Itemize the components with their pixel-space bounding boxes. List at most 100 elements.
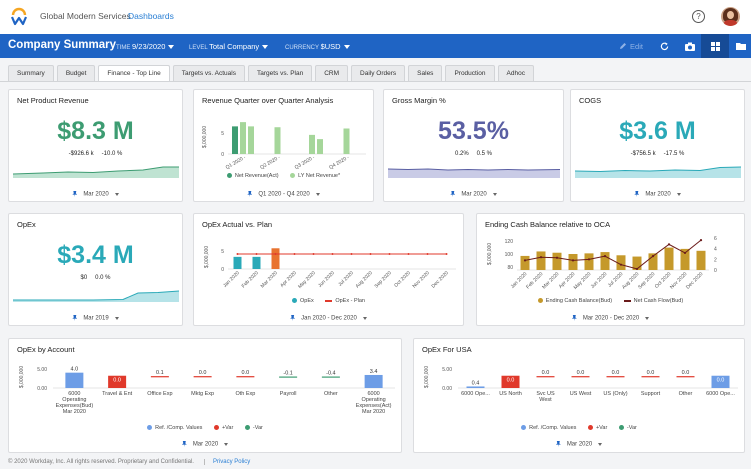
data-label: 0.4 bbox=[472, 380, 480, 386]
tab-adhoc[interactable]: Adhoc bbox=[497, 65, 534, 82]
x-tick-label: Operating bbox=[362, 397, 386, 403]
bar bbox=[536, 251, 546, 270]
tab-summary[interactable]: Summary bbox=[8, 65, 54, 82]
tab-daily-orders[interactable]: Daily Orders bbox=[351, 65, 406, 82]
net-cash-point bbox=[571, 259, 575, 262]
net-cash-line bbox=[524, 239, 702, 270]
pin-icon bbox=[72, 315, 78, 321]
pin-icon bbox=[290, 315, 296, 321]
opex-usa-card[interactable]: OpEx For USA $,000,000 0.00 5.00 0.4 6000 Op… bbox=[413, 338, 745, 453]
x-tick-label: Jun 2020 bbox=[317, 270, 336, 289]
period-selector[interactable]: Mar 2020 - Dec 2020 bbox=[477, 315, 744, 322]
tab-targets-vs-plan[interactable]: Targets vs. Plan bbox=[247, 65, 313, 82]
x-tick-label: Operating bbox=[62, 397, 86, 403]
period-selector[interactable]: Mar 2020 bbox=[571, 191, 744, 198]
pin-icon bbox=[72, 191, 78, 197]
bar bbox=[271, 248, 280, 269]
tab-crm[interactable]: CRM bbox=[315, 65, 349, 82]
y-tick-label: 5 bbox=[221, 249, 224, 255]
tab-budget[interactable]: Budget bbox=[56, 65, 96, 82]
tab-finance-top-line[interactable]: Finance - Top Line bbox=[98, 65, 170, 82]
ending-cash-card[interactable]: Ending Cash Balance relative to OCA $,00… bbox=[476, 213, 745, 326]
chevron-down-icon bbox=[362, 316, 367, 320]
period-selector[interactable]: Mar 2020 bbox=[414, 441, 744, 448]
x-tick-label: Dec 2020 bbox=[431, 270, 451, 290]
y-tick-label: 0 bbox=[221, 267, 224, 273]
card-title: Revenue Quarter over Quarter Analysis bbox=[202, 96, 334, 105]
plan-point bbox=[426, 253, 429, 255]
chevron-down-icon bbox=[676, 192, 681, 196]
net-cash-point bbox=[683, 251, 687, 255]
bar bbox=[600, 252, 610, 270]
tab-targets-vs-actuals[interactable]: Targets vs. Actuals bbox=[172, 65, 245, 82]
x-tick-label: Oth Exp bbox=[235, 391, 255, 397]
y-tick-label: 120 bbox=[505, 239, 514, 245]
bar bbox=[676, 376, 695, 378]
avatar[interactable] bbox=[721, 7, 740, 26]
period-selector[interactable]: Mar 2020 bbox=[384, 191, 563, 198]
bar bbox=[252, 256, 261, 269]
x-tick-label: Q1 2020 - bbox=[225, 154, 248, 170]
net-cash-point bbox=[539, 256, 543, 259]
snapshot-button[interactable] bbox=[676, 34, 704, 58]
period-selector[interactable]: Mar 2019 bbox=[9, 315, 182, 322]
data-label: 0.1 bbox=[156, 370, 164, 376]
x-tick-label: Support bbox=[641, 391, 661, 397]
x-tick-label: Mar 2020 bbox=[260, 270, 279, 289]
x-tick-label: 6000 bbox=[368, 391, 380, 397]
legend-item: -Var bbox=[618, 425, 637, 431]
folder-button[interactable] bbox=[727, 34, 751, 58]
period-selector[interactable]: Jan 2020 - Dec 2020 bbox=[194, 315, 463, 322]
net-cash-point bbox=[587, 258, 591, 261]
page-footer: © 2020 Workday, Inc. All rights reserved… bbox=[8, 459, 251, 465]
x-tick-label: Expenses(Bud) bbox=[56, 403, 94, 409]
bar bbox=[240, 122, 246, 154]
currency-filter[interactable]: CURRENCY $USD bbox=[285, 42, 350, 51]
net-cash-point bbox=[699, 239, 703, 242]
opex-card[interactable]: OpEx $3.4 M $0 0.0 % Mar 2019 bbox=[8, 213, 183, 326]
help-icon[interactable]: ? bbox=[692, 10, 705, 23]
plan-point bbox=[255, 253, 258, 255]
period-selector[interactable]: Q1 2020 - Q4 2020 bbox=[194, 191, 373, 198]
net-product-revenue-card[interactable]: Net Product Revenue $8.3 M -$926.6 k -10.… bbox=[8, 89, 183, 202]
y-axis-label: $,000,000 bbox=[202, 126, 208, 148]
level-filter[interactable]: LEVEL Total Company bbox=[189, 42, 269, 51]
y-right-tick-label: 4 bbox=[714, 247, 717, 253]
opex-by-account-card[interactable]: OpEx by Account $,000,000 0.00 5.00 4.0 6000… bbox=[8, 338, 402, 453]
grid-view-button[interactable] bbox=[701, 34, 729, 58]
edit-button[interactable]: Edit bbox=[616, 34, 646, 58]
time-filter[interactable]: TIME 9/23/2020 bbox=[116, 42, 175, 51]
data-label: -0.1 bbox=[283, 371, 292, 377]
chevron-down-icon bbox=[492, 192, 497, 196]
pin-icon bbox=[247, 191, 253, 197]
bar bbox=[343, 128, 350, 154]
y-right-tick-label: 2 bbox=[714, 257, 717, 263]
sparkline bbox=[387, 168, 561, 178]
x-tick-label: Jan 2020 bbox=[222, 270, 241, 289]
net-cash-point bbox=[667, 243, 671, 246]
tab-production[interactable]: Production bbox=[445, 65, 495, 82]
period-selector[interactable]: Mar 2020 bbox=[9, 191, 182, 198]
x-tick-label: Aug 2020 bbox=[355, 270, 375, 290]
data-label: 0.0 bbox=[612, 370, 620, 376]
gross-margin-card[interactable]: Gross Margin % 53.5% 0.2% 0.5 % Mar 2020 bbox=[383, 89, 564, 202]
chevron-down-icon bbox=[315, 192, 320, 196]
cogs-card[interactable]: COGS $3.6 M -$756.5 k -17.5 % Mar 2020 bbox=[570, 89, 745, 202]
x-tick-label: Q4 2020 - bbox=[328, 154, 351, 170]
pin-icon bbox=[634, 191, 640, 197]
revenue-qoq-card[interactable]: Revenue Quarter over Quarter Analysis $,… bbox=[193, 89, 374, 202]
legend-item: Ending Cash Balance(Bud) bbox=[537, 298, 612, 304]
privacy-policy-link[interactable]: Privacy Policy bbox=[203, 459, 251, 465]
chevron-down-icon bbox=[114, 192, 119, 196]
period-selector[interactable]: Mar 2020 bbox=[9, 441, 401, 448]
refresh-button[interactable] bbox=[650, 34, 678, 58]
x-tick-label: Other bbox=[324, 391, 338, 397]
x-tick-label: Dec 2020 bbox=[685, 271, 705, 291]
net-cash-point bbox=[603, 255, 607, 258]
folder-icon bbox=[736, 43, 746, 50]
dashboards-link[interactable]: Dashboards bbox=[128, 11, 174, 21]
tab-sales[interactable]: Sales bbox=[408, 65, 443, 82]
workday-logo-icon[interactable] bbox=[10, 7, 28, 26]
opex-vs-plan-card[interactable]: OpEx Actual vs. Plan $,000,000 0 5 Jan 2020… bbox=[193, 213, 464, 326]
